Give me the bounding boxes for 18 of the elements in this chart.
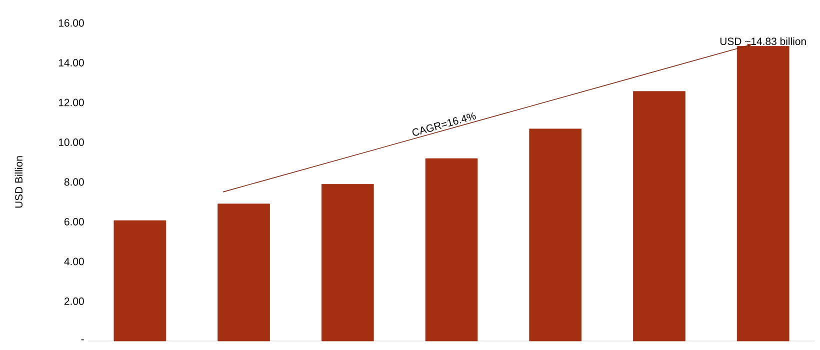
- y-tick-label: 12.00: [58, 98, 84, 106]
- bar: [529, 128, 582, 342]
- y-tick-label: 14.00: [58, 59, 84, 66]
- bar: [425, 158, 478, 342]
- bar: [736, 46, 790, 342]
- y-tick-label: 4.00: [64, 258, 84, 266]
- annotation: USD ~14.83 billion: [720, 37, 806, 46]
- y-tick-label: -: [81, 339, 84, 340]
- bar: [114, 220, 166, 342]
- bar: [321, 184, 374, 342]
- y-tick-label: 8.00: [64, 178, 84, 186]
- y-tick-label: 10.00: [58, 138, 84, 146]
- y-tick-label: 2.00: [64, 298, 84, 305]
- y-axis-title: USD Billion: [14, 156, 23, 208]
- bar: [218, 204, 270, 342]
- y-tick-label: 6.00: [64, 218, 84, 226]
- y-tick-label: 16.00: [58, 19, 84, 27]
- bar: [633, 91, 686, 342]
